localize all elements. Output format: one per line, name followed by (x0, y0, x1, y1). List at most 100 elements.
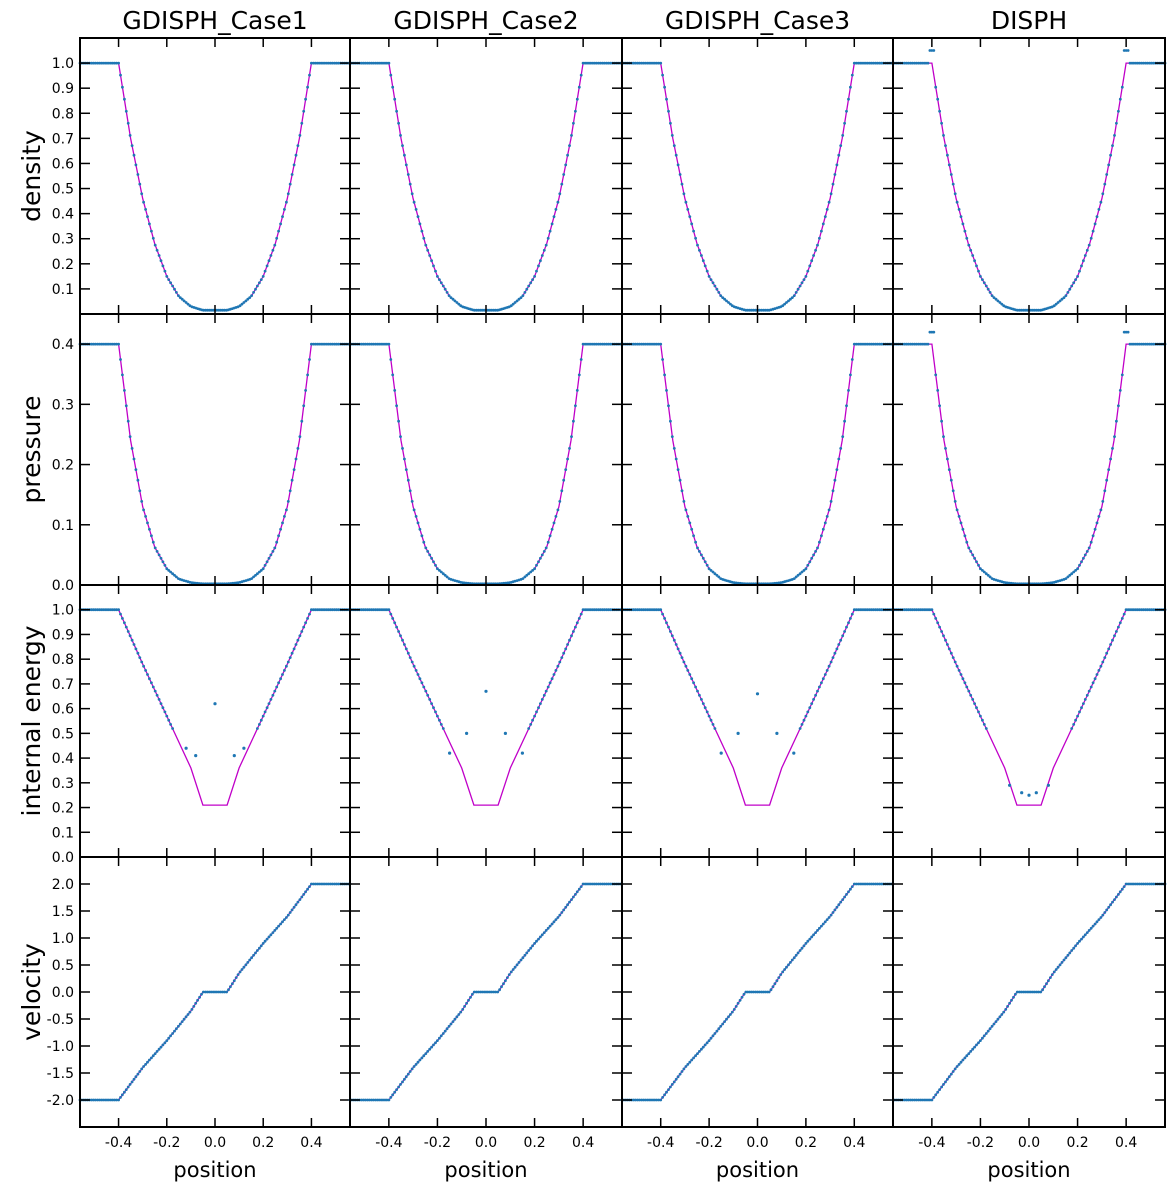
simulation-series (348, 61, 624, 312)
data-point (115, 608, 118, 612)
data-point (414, 515, 418, 518)
data-point (1023, 308, 1027, 312)
data-point (738, 998, 742, 1002)
data-point (717, 575, 721, 579)
data-point (946, 457, 949, 461)
data-point (406, 1072, 410, 1076)
data-point (841, 898, 845, 901)
data-point (234, 976, 238, 979)
data-point (115, 61, 118, 65)
data-point (1117, 893, 1120, 896)
data-point (1109, 153, 1112, 157)
data-point (649, 1098, 653, 1102)
data-point (428, 553, 432, 557)
data-point (839, 144, 843, 148)
data-point (1146, 342, 1149, 346)
data-point (949, 173, 953, 176)
data-point (331, 342, 334, 346)
data-point (715, 573, 719, 577)
data-point (986, 1029, 990, 1033)
data-point (1128, 608, 1132, 612)
data-point (308, 612, 311, 616)
data-point (294, 457, 298, 461)
data-point (1113, 634, 1116, 638)
data-point (808, 706, 812, 710)
exact-solution-line (80, 62, 350, 311)
data-point (1068, 573, 1072, 577)
data-point (684, 664, 688, 668)
data-point (163, 269, 167, 273)
data-point (418, 222, 422, 226)
data-point (800, 570, 804, 574)
data-point (271, 931, 275, 934)
data-point (705, 269, 709, 273)
panel (620, 313, 895, 586)
data-point (136, 1072, 140, 1076)
data-point (907, 608, 910, 612)
data-point (531, 569, 534, 572)
data-point (192, 1005, 196, 1008)
data-point (263, 563, 267, 567)
data-point (1070, 284, 1074, 288)
data-point (209, 990, 213, 994)
data-point (1012, 995, 1015, 999)
data-point (296, 900, 300, 904)
data-point (670, 134, 674, 137)
data-point (562, 908, 566, 912)
data-point (1060, 297, 1064, 301)
data-point (1095, 521, 1099, 525)
data-point (542, 693, 546, 697)
data-point (692, 1056, 695, 1060)
data-point (395, 1088, 398, 1091)
data-point (1078, 939, 1081, 943)
data-point (843, 121, 846, 125)
data-point (730, 1010, 734, 1014)
data-point (603, 342, 606, 346)
data-point (146, 1060, 149, 1064)
data-point (663, 617, 666, 620)
data-point (798, 727, 802, 730)
x-tick-label: -0.4 (105, 1135, 132, 1151)
data-point (942, 134, 945, 137)
data-point (533, 714, 536, 718)
data-point (1085, 931, 1089, 934)
data-point (723, 1020, 726, 1023)
data-point (984, 1032, 988, 1035)
data-point (570, 898, 573, 901)
data-point (792, 294, 796, 297)
data-point (676, 163, 680, 167)
data-point (700, 1047, 703, 1051)
data-point (161, 264, 165, 268)
exact-solution-line (622, 62, 893, 311)
data-point (938, 625, 941, 629)
y-tick-label: -1.0 (47, 1039, 74, 1055)
data-point (261, 714, 265, 718)
data-point (951, 489, 955, 493)
data-point (849, 373, 852, 377)
data-point (430, 702, 433, 705)
data-point (709, 718, 713, 722)
data-point (1120, 617, 1124, 620)
panel (891, 313, 1167, 586)
y-tick-label: 0.2 (52, 801, 74, 817)
data-point (144, 1063, 148, 1066)
data-point (1097, 515, 1101, 518)
data-point (703, 264, 707, 268)
data-point (866, 61, 870, 65)
data-point (1045, 982, 1048, 986)
data-point (1015, 308, 1019, 312)
data-point (690, 1058, 694, 1062)
data-point (973, 556, 976, 560)
data-point (448, 751, 452, 755)
data-point (798, 949, 802, 952)
panel-frame (892, 37, 1166, 315)
data-point (124, 109, 128, 113)
data-point (975, 264, 978, 268)
data-point (296, 447, 300, 450)
data-point (818, 540, 821, 544)
data-point (1039, 990, 1043, 994)
data-point (1113, 898, 1116, 901)
data-point (544, 243, 548, 247)
data-point (792, 751, 796, 755)
data-point (438, 278, 441, 281)
